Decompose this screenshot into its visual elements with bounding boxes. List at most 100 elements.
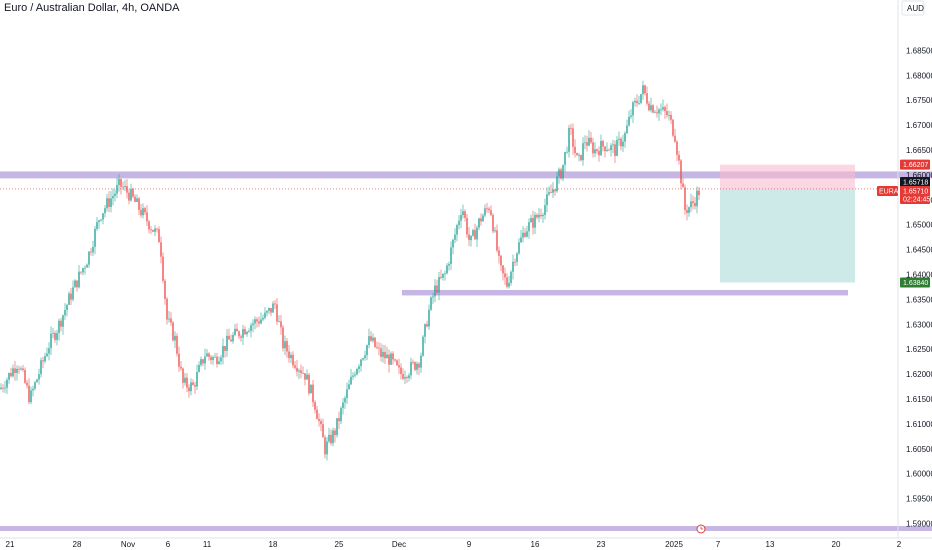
candle-body — [212, 357, 214, 361]
candle-body — [478, 218, 480, 228]
candle-body — [158, 229, 160, 243]
take-profit-area — [720, 188, 855, 283]
candle-body — [646, 93, 648, 104]
x-tick-label: 13 — [766, 540, 775, 549]
y-tick-label: 1.64000 — [906, 271, 932, 280]
candle-body — [134, 196, 136, 202]
candle-body — [108, 198, 110, 207]
y-tick-label: 1.68000 — [906, 71, 932, 80]
candle-body — [286, 341, 288, 352]
candle-body — [72, 287, 74, 300]
candle-body — [168, 318, 170, 320]
candle-body — [516, 253, 518, 262]
candle-body — [216, 356, 218, 364]
candle-body — [6, 379, 8, 388]
candle-body — [400, 367, 402, 375]
x-tick-label: 16 — [531, 540, 540, 549]
candle-body — [98, 220, 100, 223]
candle-body — [608, 149, 610, 151]
candle-body — [362, 358, 364, 360]
candle-body — [346, 389, 348, 399]
candle-body — [650, 105, 652, 111]
candle-body — [592, 142, 594, 154]
candle-body — [450, 247, 452, 264]
candle-body — [366, 345, 368, 356]
candle-body — [372, 337, 374, 341]
candle-body — [242, 329, 244, 338]
candle-body — [146, 212, 148, 222]
target-badge — [900, 277, 930, 288]
candle-body — [206, 353, 208, 357]
candle-body — [42, 360, 44, 362]
y-tick-label: 1.67000 — [906, 121, 932, 130]
candle-body — [672, 119, 674, 136]
candles — [0, 80, 700, 461]
candle-body — [336, 418, 338, 436]
candle-body — [148, 221, 150, 230]
candle-body — [230, 339, 232, 342]
candle-body — [476, 227, 478, 240]
candle-body — [562, 164, 564, 179]
candle-body — [434, 285, 436, 297]
candle-body — [412, 362, 414, 363]
candle-body — [416, 363, 418, 370]
candle-body — [348, 384, 350, 390]
candle-body — [506, 277, 508, 287]
candle-body — [40, 360, 42, 375]
candle-body — [534, 214, 536, 228]
candle-body — [282, 327, 284, 349]
candle-body — [424, 324, 426, 337]
candle-body — [126, 186, 128, 193]
candle-body — [618, 138, 620, 140]
candle-body — [428, 309, 430, 327]
last-price-badge — [900, 185, 930, 204]
candle-body — [218, 361, 220, 364]
candle-body — [686, 210, 688, 213]
candle-body — [678, 154, 680, 161]
candle-body — [220, 357, 222, 362]
candle-body — [636, 100, 638, 104]
candle-body — [4, 387, 6, 389]
candle-body — [130, 189, 132, 201]
candle-body — [84, 267, 86, 269]
candle-body — [624, 133, 626, 142]
candle-body — [276, 304, 278, 322]
candle-body — [88, 251, 90, 265]
candle-body — [640, 94, 642, 103]
candle-body — [64, 310, 66, 316]
countdown-label: 02:24:45 — [903, 196, 930, 203]
candle-body — [250, 325, 252, 331]
candle-body — [326, 441, 328, 455]
candle-body — [384, 351, 386, 359]
candle-body — [464, 211, 466, 218]
x-tick-label: 25 — [335, 540, 344, 549]
candle-body — [238, 331, 240, 337]
candle-body — [356, 369, 358, 375]
candle-body — [642, 85, 644, 95]
candle-body — [186, 377, 188, 388]
short-position-tool[interactable] — [0, 164, 898, 283]
x-axis-ticks: 21 28 Nov 6 11 18 25 Dec 9 16 23 2025 7 13 20 2 — [6, 540, 902, 549]
candle-body — [102, 213, 104, 220]
candle-body — [36, 379, 38, 383]
candle-body — [294, 365, 296, 368]
candle-body — [18, 368, 20, 370]
zone-rect — [0, 171, 932, 179]
candle-body — [576, 152, 578, 156]
candle-body — [14, 368, 16, 373]
candle-body — [198, 364, 200, 372]
candle-body — [320, 420, 322, 425]
candle-body — [552, 189, 554, 193]
candle-body — [462, 211, 464, 216]
currency-box[interactable] — [901, 0, 925, 16]
candle-body — [644, 85, 646, 94]
candle-body — [386, 354, 388, 359]
candle-body — [166, 298, 168, 320]
candle-body — [440, 277, 442, 278]
clock-icon[interactable] — [696, 524, 706, 534]
candle-body — [52, 333, 54, 334]
chart-title: Euro / Australian Dollar, 4h, OANDA — [4, 2, 180, 14]
candle-body — [200, 359, 202, 365]
candle-body — [352, 375, 354, 377]
